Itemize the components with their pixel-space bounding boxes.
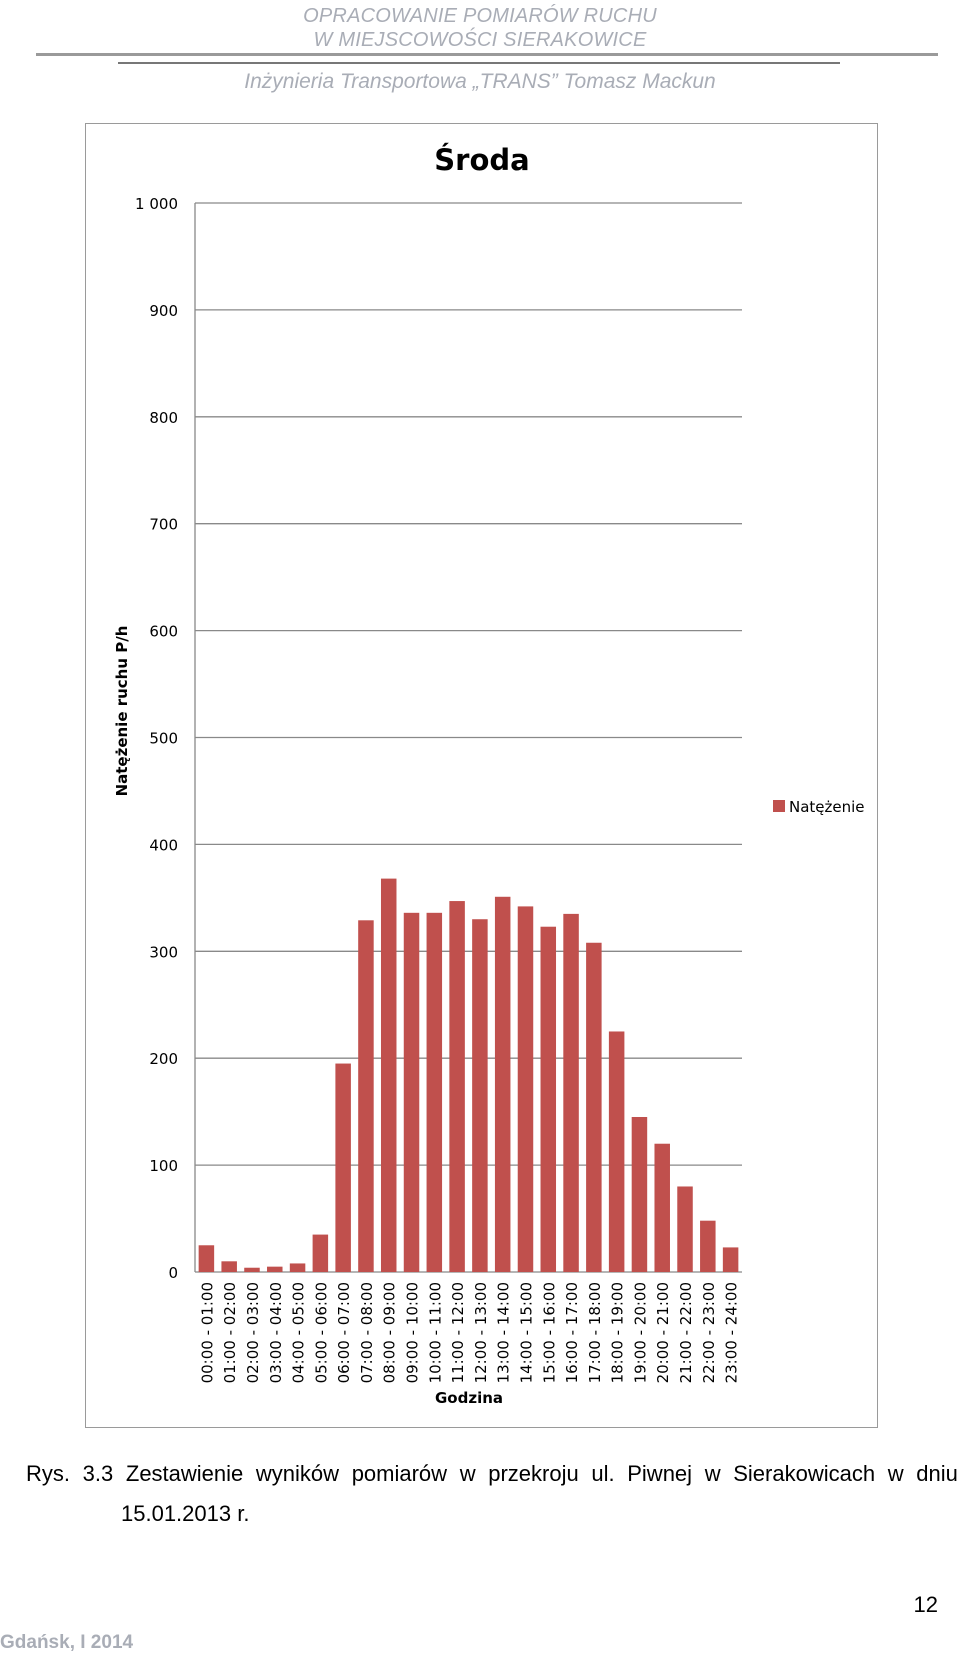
- y-tick-label: 500: [149, 730, 178, 748]
- y-tick-label: 400: [149, 836, 178, 854]
- y-tick-label: 200: [149, 1050, 178, 1068]
- x-tick-label: 03:00 - 04:00: [267, 1282, 285, 1383]
- bar: [289, 1263, 306, 1272]
- header-line-2: W MIEJSCOWOŚCI SIERAKOWICE: [313, 29, 647, 51]
- x-tick-label: 23:00 - 24:00: [723, 1282, 741, 1383]
- bar: [563, 913, 579, 1272]
- legend-swatch: [773, 800, 785, 812]
- caption-word: Sierakowicach: [733, 1461, 876, 1486]
- caption-word: ul.: [591, 1461, 615, 1486]
- caption-word: pomiarów: [351, 1461, 448, 1486]
- y-tick-label: 600: [149, 623, 178, 641]
- header-rule-thick: [36, 53, 938, 56]
- x-tick-label: 09:00 - 10:00: [404, 1282, 422, 1383]
- bar: [677, 1186, 693, 1272]
- caption-word: dniu: [916, 1461, 958, 1486]
- x-tick-label: 02:00 - 03:00: [244, 1282, 262, 1383]
- bar: [608, 1031, 625, 1272]
- bar: [380, 878, 397, 1272]
- bars: [198, 878, 739, 1272]
- bar: [540, 926, 557, 1272]
- gridlines: [194, 202, 742, 1273]
- y-tick-label: 900: [149, 302, 178, 320]
- x-tick-label: 16:00 - 17:00: [563, 1282, 581, 1383]
- caption-word: w: [459, 1461, 476, 1486]
- x-tick-labels: 00:00 - 01:00 01:00 - 02:00 02:00 - 03:00 0…: [198, 1282, 740, 1383]
- bar: [198, 1245, 215, 1272]
- x-tick-label: 07:00 - 08:00: [358, 1282, 376, 1383]
- chart-title: Środa: [434, 143, 529, 177]
- x-tick-label: 20:00 - 21:00: [654, 1282, 672, 1383]
- bar: [449, 901, 465, 1272]
- bar: [358, 920, 374, 1272]
- x-tick-label: 22:00 - 23:00: [700, 1282, 718, 1383]
- bar: [312, 1234, 329, 1272]
- page-number: 12: [913, 1592, 938, 1617]
- x-tick-label: 15:00 - 16:00: [540, 1282, 558, 1383]
- y-tick-label: 0: [168, 1264, 178, 1282]
- caption-word: w: [704, 1461, 721, 1486]
- x-tick-label: 08:00 - 09:00: [381, 1282, 399, 1383]
- bar: [517, 906, 534, 1272]
- x-tick-label: 19:00 - 20:00: [631, 1282, 649, 1383]
- caption-word: wyników: [255, 1461, 340, 1486]
- x-tick-label: 10:00 - 11:00: [426, 1282, 444, 1383]
- x-tick-label: 21:00 - 22:00: [677, 1282, 695, 1383]
- bar: [403, 912, 420, 1272]
- bar: [586, 942, 602, 1272]
- x-tick-label: 14:00 - 15:00: [517, 1282, 535, 1383]
- bar: [722, 1247, 739, 1272]
- company-name: Inżynieria Transportowa „TRANS” Tomasz M…: [244, 70, 716, 93]
- y-tick-label: 1 000: [135, 195, 178, 213]
- y-tick-label: 800: [149, 409, 178, 427]
- bar: [221, 1261, 237, 1272]
- y-axis-label: Natężenie ruchu P/h: [113, 626, 131, 797]
- caption-line-1: Rys. 3.3 Zestawienie wyników pomiarów w przek…: [26, 1454, 958, 1494]
- caption-word: 3.3: [82, 1461, 114, 1486]
- x-tick-label: 17:00 - 18:00: [586, 1282, 604, 1383]
- y-tick-label: 700: [149, 516, 178, 534]
- caption-word: przekroju: [488, 1461, 579, 1486]
- footer-text: Gdańsk, I 2014: [0, 1632, 134, 1653]
- x-tick-label: 13:00 - 14:00: [495, 1282, 513, 1383]
- bar: [426, 912, 443, 1272]
- bar: [631, 1116, 648, 1272]
- y-tick-labels: 0 100 200 300 400 500 600 700 800 900 1 000: [135, 195, 178, 1282]
- x-tick-label: 11:00 - 12:00: [449, 1282, 467, 1383]
- legend-label: Natężenie: [789, 798, 865, 816]
- x-tick-label: 04:00 - 05:00: [290, 1282, 308, 1383]
- x-tick-label: 00:00 - 01:00: [198, 1282, 216, 1383]
- bar: [267, 1266, 283, 1272]
- x-tick-label: 05:00 - 06:00: [312, 1282, 330, 1383]
- x-axis-label: Godzina: [435, 1389, 503, 1407]
- bar: [244, 1267, 260, 1272]
- x-tick-label: 01:00 - 02:00: [221, 1282, 239, 1383]
- caption-word: Zestawienie: [125, 1461, 244, 1486]
- caption-label: Rys.: [26, 1461, 70, 1486]
- header-rule-thin: [118, 62, 840, 64]
- figure-caption: Rys. 3.3 Zestawienie wyników pomiarów w przek…: [26, 1454, 958, 1534]
- bar: [494, 896, 511, 1272]
- bar: [472, 919, 488, 1272]
- y-tick-label: 300: [149, 943, 178, 961]
- legend: Natężenie: [773, 798, 865, 816]
- x-tick-label: 12:00 - 13:00: [472, 1282, 490, 1383]
- caption-word: w: [887, 1461, 904, 1486]
- caption-word: Piwnej: [627, 1461, 693, 1486]
- bar: [654, 1143, 670, 1272]
- y-tick-label: 100: [149, 1157, 178, 1175]
- chart-frame: [85, 123, 878, 1428]
- x-tick-label: 06:00 - 07:00: [335, 1282, 353, 1383]
- bar: [700, 1220, 716, 1272]
- caption-line-2: 15.01.2013 r.: [121, 1501, 250, 1526]
- x-tick-label: 18:00 - 19:00: [609, 1282, 627, 1383]
- bar: [335, 1063, 351, 1272]
- header-line-1: OPRACOWANIE POMIARÓW RUCHU: [303, 5, 657, 27]
